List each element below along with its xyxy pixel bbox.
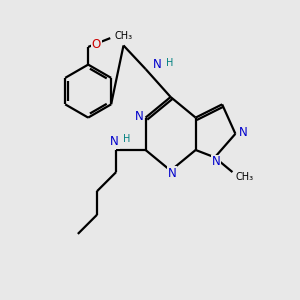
Text: H: H bbox=[166, 58, 173, 68]
Text: N: N bbox=[110, 135, 119, 148]
Text: N: N bbox=[212, 155, 220, 168]
Text: H: H bbox=[123, 134, 130, 144]
Text: N: N bbox=[168, 167, 176, 180]
Text: CH₃: CH₃ bbox=[236, 172, 254, 182]
Text: O: O bbox=[92, 38, 101, 51]
Text: CH₃: CH₃ bbox=[114, 31, 133, 41]
Text: N: N bbox=[135, 110, 143, 123]
Text: N: N bbox=[153, 58, 162, 71]
Text: N: N bbox=[239, 126, 248, 139]
